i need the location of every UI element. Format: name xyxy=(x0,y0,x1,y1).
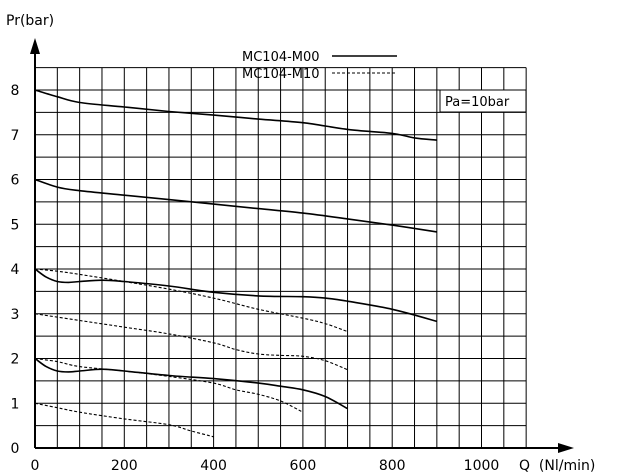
chart-grid xyxy=(35,67,527,448)
x-tick-label: 1000 xyxy=(464,458,500,474)
chart-curves xyxy=(34,89,438,438)
x-tick-label: 400 xyxy=(200,458,227,474)
dashed-series-curve xyxy=(34,313,348,371)
annotation-box: Pa=10bar xyxy=(439,89,527,113)
dashed-series-curve xyxy=(34,268,348,333)
y-tick-label: 4 xyxy=(11,262,20,278)
x-axis-arrow xyxy=(558,443,574,453)
dashed-series-curve xyxy=(34,402,214,438)
y-tick-label: 7 xyxy=(11,128,20,144)
y-tick-labels: 0 1 2 3 4 5 6 7 8 xyxy=(11,83,20,457)
y-tick-label: 5 xyxy=(11,217,20,233)
solid-series-curve xyxy=(34,178,438,233)
y-axis-label: Pr(bar) xyxy=(6,13,54,29)
y-tick-label: 3 xyxy=(11,307,20,323)
x-tick-labels: 0 200 400 600 800 1000 xyxy=(31,458,500,474)
x-tick-label: 800 xyxy=(379,458,406,474)
annotation-text: Pa=10bar xyxy=(445,95,510,110)
x-tick-label: 200 xyxy=(111,458,138,474)
y-tick-label: 8 xyxy=(11,83,20,99)
solid-series-curve xyxy=(34,89,437,141)
legend-label: MC104-M00 xyxy=(242,50,320,65)
legend-label: MC104-M10 xyxy=(242,67,320,82)
x-axis-label: Q (Nl/min) xyxy=(519,458,595,474)
y-axis-arrow xyxy=(30,38,40,54)
y-tick-label: 2 xyxy=(11,352,20,368)
y-tick-label: 1 xyxy=(11,396,20,412)
dashed-series-curve xyxy=(34,357,304,413)
y-tick-label: 6 xyxy=(11,173,20,189)
y-tick-label: 0 xyxy=(11,441,20,457)
x-tick-label: 0 xyxy=(31,458,40,474)
x-tick-label: 600 xyxy=(290,458,317,474)
annotation-frame xyxy=(439,89,527,113)
chart-legend: MC104-M00 MC104-M10 xyxy=(242,50,397,82)
chart-axes xyxy=(30,38,574,453)
solid-series-curve xyxy=(34,268,438,323)
